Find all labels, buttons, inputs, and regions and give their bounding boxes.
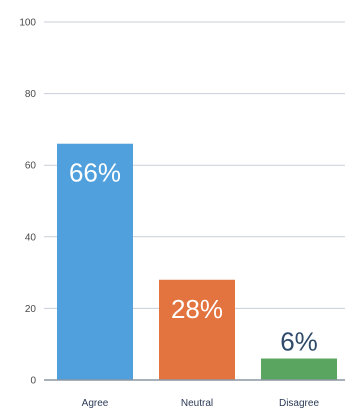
- data-label-disagree: 6%: [280, 327, 318, 357]
- x-axis-category-labels: Agree Neutral Disagree: [82, 398, 320, 409]
- y-tick-label-60: 60: [25, 161, 37, 172]
- x-category-label-agree: Agree: [82, 398, 109, 409]
- bars: [57, 143, 337, 380]
- data-label-neutral: 28%: [171, 294, 223, 324]
- y-tick-label-20: 20: [25, 304, 37, 315]
- y-tick-label-100: 100: [19, 18, 36, 29]
- x-category-label-disagree: Disagree: [279, 398, 319, 409]
- x-category-label-neutral: Neutral: [181, 398, 213, 409]
- data-labels: 66% 28% 6%: [69, 158, 318, 357]
- bar-neutral: [159, 279, 235, 380]
- y-axis-tick-labels: 0 20 40 60 80 100: [19, 18, 36, 387]
- y-tick-label-40: 40: [25, 232, 37, 243]
- bar-agree: [57, 143, 133, 380]
- y-tick-label-80: 80: [25, 89, 37, 100]
- bar-disagree: [261, 358, 337, 380]
- y-tick-label-0: 0: [30, 376, 36, 387]
- data-label-agree: 66%: [69, 158, 121, 188]
